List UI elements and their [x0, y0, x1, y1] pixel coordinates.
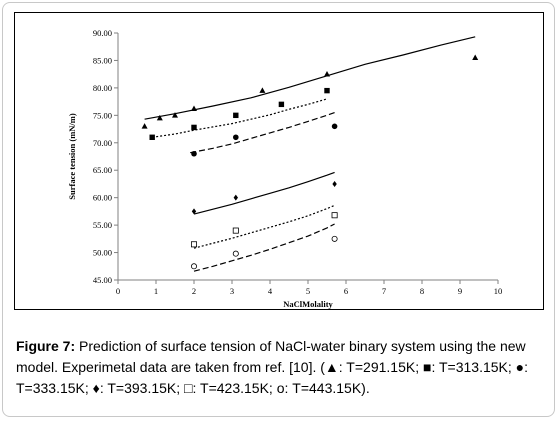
x-tick-label: 1	[154, 286, 158, 296]
x-tick-label: 0	[116, 286, 120, 296]
legend-symbol-diamond: ♦	[92, 380, 100, 396]
open-circle-marker	[232, 250, 239, 257]
triangle-marker	[172, 112, 178, 118]
y-tick-label: 55.00	[93, 220, 112, 230]
y-tick-label: 90.00	[93, 28, 112, 38]
triangle-marker	[324, 70, 330, 77]
triangle-marker	[191, 105, 197, 112]
legend-entry-423: : T=423.15K;	[192, 380, 277, 396]
open-square-marker	[232, 227, 239, 234]
open-square-marker	[190, 241, 197, 248]
triangle-marker	[141, 123, 148, 129]
surface-tension-chart: 45.00 50.00 55.00 60.00 65.00 70.00 75.00 80.00…	[67, 28, 502, 309]
x-tick-label: 6	[344, 286, 348, 296]
legend-symbol-triangle: ▲	[324, 359, 339, 375]
model-curve-dashed	[190, 112, 335, 154]
y-tick-label: 60.00	[93, 193, 112, 203]
legend-symbol-circle: ●	[515, 359, 525, 375]
model-curve-dashed	[193, 223, 335, 272]
triangle-marker	[472, 54, 479, 60]
diamond-marker	[332, 180, 337, 187]
triangle-marker	[259, 87, 266, 93]
model-curve-dotted	[193, 204, 335, 249]
open-square-marker	[331, 212, 338, 219]
x-tick-label: 8	[420, 286, 424, 296]
x-tick-label: 10	[494, 286, 503, 296]
legend-symbol-square: ■	[422, 359, 432, 375]
triangle-marker	[156, 114, 163, 121]
chart-axes: 45.00 50.00 55.00 60.00 65.00 70.00 75.00 80.00…	[93, 28, 502, 296]
y-tick-label: 70.00	[93, 138, 112, 148]
legend-entry-393: : T=393.15K;	[99, 380, 185, 396]
legend-entry-313: : T=313.15K;	[431, 359, 516, 375]
legend-entry-443: : T=443.15K).	[284, 380, 370, 396]
circle-marker	[233, 134, 239, 141]
circle-marker	[191, 150, 197, 157]
open-circle-marker	[190, 263, 197, 270]
y-tick-label: 45.00	[93, 275, 112, 285]
x-tick-label: 7	[382, 286, 386, 296]
x-tick-label: 3	[230, 286, 234, 296]
square-marker	[324, 87, 330, 94]
model-curve-solid	[193, 171, 335, 215]
y-tick-label: 75.00	[93, 110, 112, 120]
legend-symbol-open-circle: ο	[276, 380, 285, 396]
legend-entry-291: : T=291.15K;	[338, 359, 423, 375]
caption-text: Prediction of surface tension of NaCl-wa…	[16, 338, 526, 375]
y-tick-label: 85.00	[93, 55, 112, 65]
caption-label: Figure 7:	[16, 338, 76, 354]
y-tick-label: 80.00	[93, 83, 112, 93]
figure-caption: Figure 7: Prediction of surface tension …	[16, 336, 546, 399]
y-tick-label: 50.00	[93, 248, 112, 258]
x-tick-label: 9	[458, 286, 462, 296]
x-axis-title: NaClMolality	[283, 299, 333, 309]
square-marker	[278, 101, 285, 108]
square-marker	[191, 124, 197, 131]
x-tick-label: 5	[306, 286, 310, 296]
y-tick-label: 65.00	[93, 165, 112, 175]
x-tick-label: 4	[268, 286, 273, 296]
diamond-marker	[191, 208, 197, 215]
square-marker	[233, 112, 239, 119]
diamond-marker	[233, 194, 238, 201]
legend-entry-333: : T=333.15K;	[16, 359, 529, 396]
x-tick-label: 2	[192, 286, 196, 296]
data-markers	[141, 54, 479, 270]
circle-marker	[331, 123, 338, 130]
y-axis-title: Surface tension (mN/m)	[67, 113, 77, 200]
square-marker	[149, 134, 155, 140]
chart-panel: 45.00 50.00 55.00 60.00 65.00 70.00 75.00 80.00…	[14, 12, 544, 310]
legend-symbol-open-square: □	[184, 380, 193, 396]
open-circle-marker	[331, 235, 338, 242]
model-curve-dotted	[152, 98, 328, 138]
